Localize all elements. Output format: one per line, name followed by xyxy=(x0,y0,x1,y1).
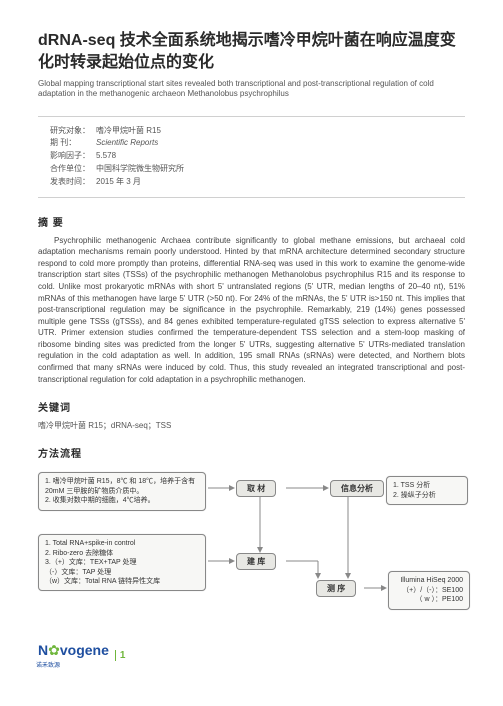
meta-label: 合作单位： xyxy=(50,163,96,176)
flow-text: Illumina HiSeq 2000 （+）/（-）：SE100 （ w ）：… xyxy=(400,577,463,603)
meta-row-date: 发表时间： 2015 年 3 月 xyxy=(50,176,465,189)
meta-value: 中国科学院微生物研究所 xyxy=(96,163,184,176)
keywords-body: 嗜冷甲烷叶菌 R15；dRNA-seq；TSS xyxy=(38,420,465,431)
meta-box: 研究对象： 嗜冷甲烷叶菌 R15 期 刊： Scientific Reports… xyxy=(38,116,465,198)
flow-text: 1. TSS 分析 2. 操纵子分析 xyxy=(393,482,436,498)
logo-leaf-icon: ✿ xyxy=(48,642,60,658)
flow-head-analysis: 信息分析 xyxy=(330,480,384,497)
keywords-heading: 关键词 xyxy=(38,399,465,414)
meta-row-subject: 研究对象： 嗜冷甲烷叶菌 R15 xyxy=(50,125,465,138)
meta-value: 嗜冷甲烷叶菌 R15 xyxy=(96,125,161,138)
flow-text: 1. Total RNA+spike-in control 2. Ribo-ze… xyxy=(45,540,160,585)
flow-head-sample: 取 材 xyxy=(236,480,276,497)
meta-value: Scientific Reports xyxy=(96,137,158,150)
logo-sub: 诺禾致源 xyxy=(36,660,109,669)
meta-label: 期 刊： xyxy=(50,137,96,150)
flow-box-seq: Illumina HiSeq 2000 （+）/（-）：SE100 （ w ）：… xyxy=(388,571,470,609)
abstract-heading: 摘 要 xyxy=(38,214,465,229)
abstract-body: Psychrophilic methanogenic Archaea contr… xyxy=(38,235,465,386)
meta-value: 5.578 xyxy=(96,150,116,163)
methods-heading: 方法流程 xyxy=(38,445,465,460)
logo-rest: vogene xyxy=(60,642,109,658)
meta-label: 发表时间： xyxy=(50,176,96,189)
flow-head-library: 建 库 xyxy=(236,553,276,570)
meta-value: 2015 年 3 月 xyxy=(96,176,141,189)
flow-text: 1. 嗜冷甲烷叶菌 R15，8℃ 和 18℃，培养于含有 20mM 三甲胺的矿物… xyxy=(45,478,195,504)
meta-row-journal: 期 刊： Scientific Reports xyxy=(50,137,465,150)
meta-row-partner: 合作单位： 中国科学院微生物研究所 xyxy=(50,163,465,176)
footer: N✿vogene 诺禾致源 1 xyxy=(38,642,465,669)
flow-box-sample: 1. 嗜冷甲烷叶菌 R15，8℃ 和 18℃，培养于含有 20mM 三甲胺的矿物… xyxy=(38,472,206,510)
document-page: dRNA-seq 技术全面系统地揭示嗜冷甲烷叶菌在响应温度变化时转录起始位点的变… xyxy=(0,0,503,681)
flow-box-analysis: 1. TSS 分析 2. 操纵子分析 xyxy=(386,476,468,505)
flow-head-seq: 测 序 xyxy=(316,580,356,597)
logo-n: N xyxy=(38,642,48,658)
logo: N✿vogene 诺禾致源 xyxy=(38,642,109,669)
flow-diagram: 1. 嗜冷甲烷叶菌 R15，8℃ 和 18℃，培养于含有 20mM 三甲胺的矿物… xyxy=(38,466,465,636)
meta-row-if: 影响因子： 5.578 xyxy=(50,150,465,163)
page-number: 1 xyxy=(115,650,126,661)
flow-box-library: 1. Total RNA+spike-in control 2. Ribo-ze… xyxy=(38,534,206,591)
title-chinese: dRNA-seq 技术全面系统地揭示嗜冷甲烷叶菌在响应温度变化时转录起始位点的变… xyxy=(38,30,465,75)
meta-label: 影响因子： xyxy=(50,150,96,163)
title-english: Global mapping transcriptional start sit… xyxy=(38,79,465,100)
meta-label: 研究对象： xyxy=(50,125,96,138)
